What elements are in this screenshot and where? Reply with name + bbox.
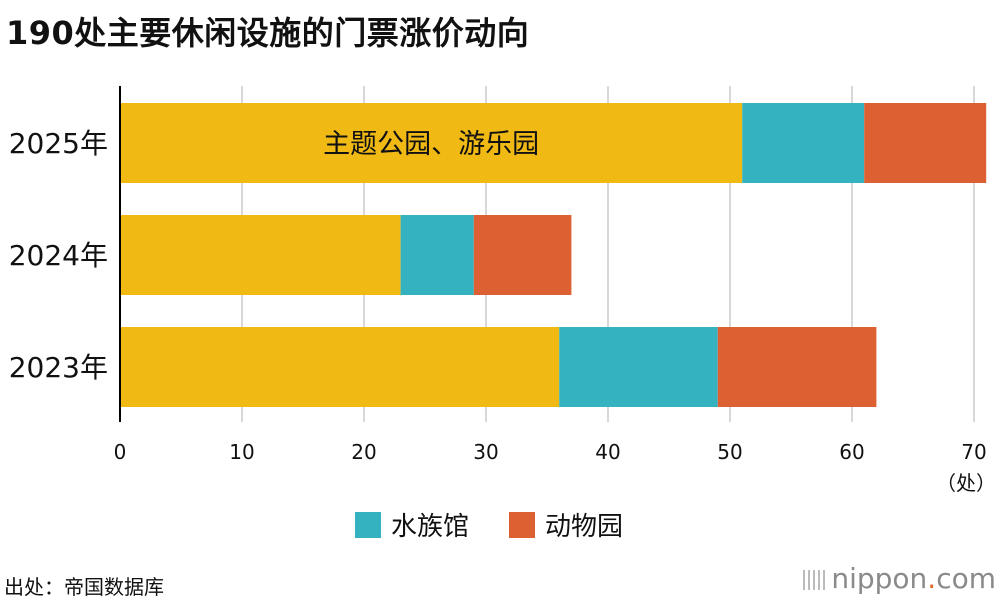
bar-zoo: [864, 103, 987, 183]
logo-bars-icon: [803, 570, 826, 590]
brand-logo: nippon.com: [803, 562, 996, 595]
bar-zoo: [717, 327, 877, 407]
bars: [120, 103, 987, 407]
y-category-label: 2024年: [9, 239, 108, 272]
legend-label-aquarium: 水族馆: [391, 512, 470, 542]
bar-zoo: [473, 215, 572, 295]
legend: 水族馆 动物园: [355, 506, 663, 543]
brand-tld: com: [936, 562, 996, 595]
legend-swatch-zoo: [509, 511, 536, 538]
brand-dot: .: [927, 562, 937, 595]
x-tick-label: 20: [351, 440, 376, 464]
x-tick-label: 10: [229, 440, 254, 464]
bar-aquarium: [742, 103, 865, 183]
y-category-label: 2023年: [9, 351, 108, 384]
bar-theme-park: [120, 327, 560, 407]
x-tick-label: 30: [473, 440, 498, 464]
bar-theme-park: [120, 215, 401, 295]
brand-name: nippon: [831, 562, 928, 595]
legend-swatch-aquarium: [355, 511, 381, 538]
source-note: 出处：帝国数据库: [4, 575, 164, 599]
bar-aquarium: [400, 215, 474, 295]
series-label-theme-park: 主题公园、游乐园: [323, 129, 539, 160]
legend-item-zoo: 动物园: [509, 506, 623, 543]
x-tick-label: 60: [839, 440, 864, 464]
bar-aquarium: [559, 327, 718, 407]
chart-title: 190处主要休闲设施的门票涨价动向: [6, 14, 530, 52]
legend-item-aquarium: 水族馆: [355, 506, 469, 543]
x-tick-label: 70: [961, 440, 986, 464]
legend-label-zoo: 动物园: [545, 512, 624, 542]
x-tick-label: 50: [717, 440, 742, 464]
x-axis-unit: （处）: [936, 471, 996, 495]
y-category-label: 2025年: [9, 127, 108, 160]
labels: 0 10 20 30 40 50 60 70 2025年 2024年 2023年 主题公园、游乐园 （处…: [9, 127, 996, 495]
x-tick-label: 0: [114, 440, 127, 464]
bar-theme-park: [120, 103, 743, 183]
x-tick-label: 40: [595, 440, 620, 464]
